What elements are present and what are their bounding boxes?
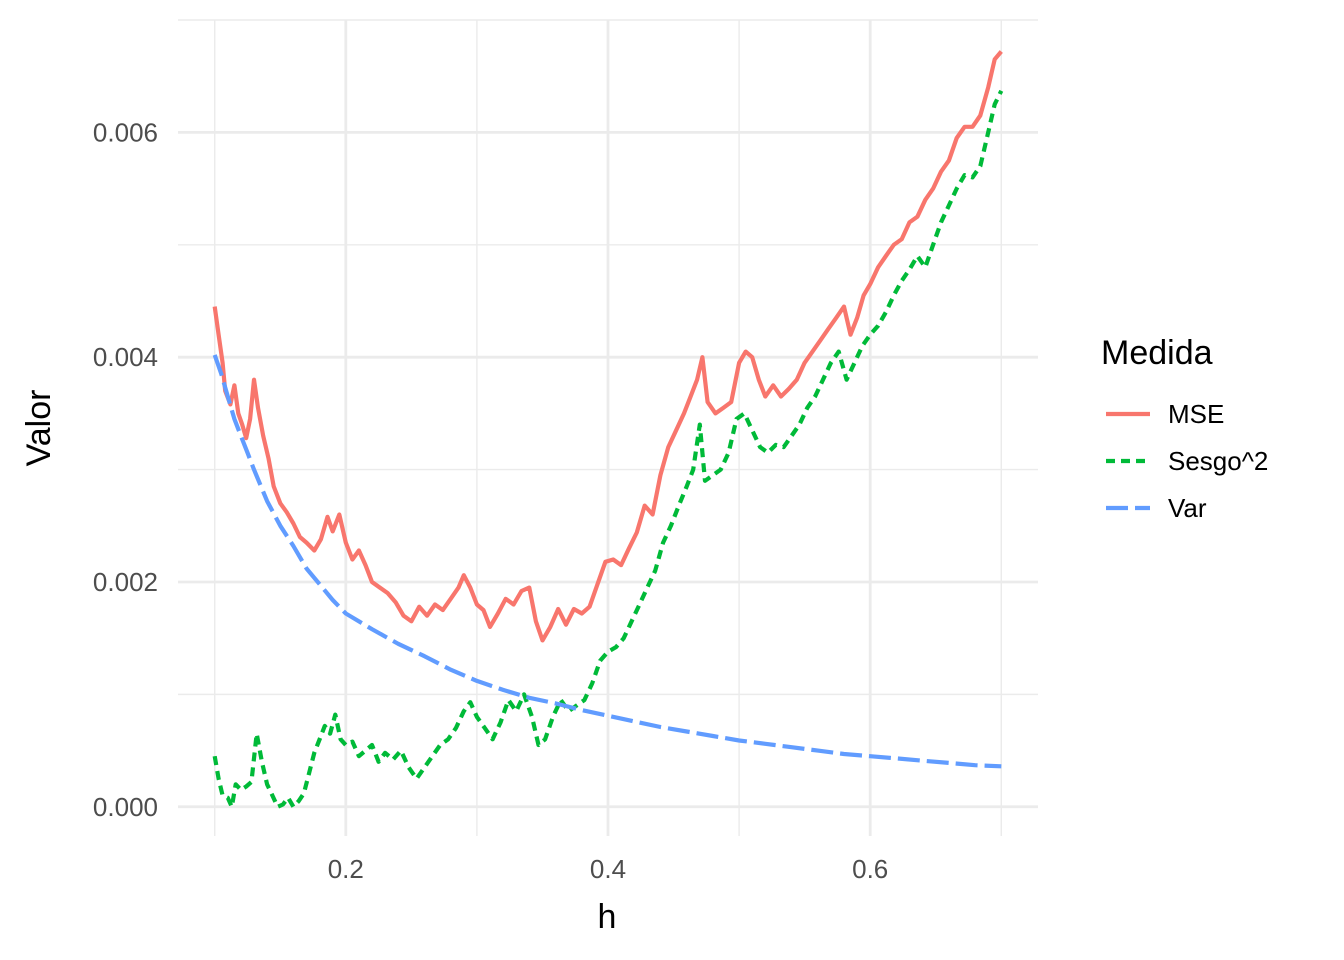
x-tick-label: 0.2 [328, 854, 364, 884]
y-tick-label: 0.002 [93, 567, 158, 597]
x-tick-label: 0.6 [852, 854, 888, 884]
x-tick-labels: 0.2 0.4 0.6 [328, 854, 889, 884]
series-line-mse [212, 50, 1003, 643]
x-tick-label: 0.4 [590, 854, 626, 884]
legend-items: MSE Sesgo^2 Var [1106, 399, 1268, 523]
series-layer [212, 50, 1004, 809]
legend-label: Sesgo^2 [1168, 446, 1268, 476]
legend: Medida MSE Sesgo^2 Var [1101, 334, 1268, 523]
y-tick-label: 0.000 [93, 792, 158, 822]
y-tick-label: 0.006 [93, 117, 158, 147]
legend-label: MSE [1168, 399, 1224, 429]
y-tick-labels: 0.000 0.002 0.004 0.006 [93, 117, 158, 821]
y-tick-label: 0.004 [93, 342, 158, 372]
y-axis-title: Valor [20, 390, 58, 467]
legend-label: Var [1168, 493, 1207, 523]
legend-title: Medida [1101, 334, 1213, 372]
x-axis-title: h [598, 898, 617, 936]
series-line-sesgo-2 [212, 89, 1004, 809]
grid-major [178, 20, 1038, 836]
series-line-var [212, 354, 1002, 769]
